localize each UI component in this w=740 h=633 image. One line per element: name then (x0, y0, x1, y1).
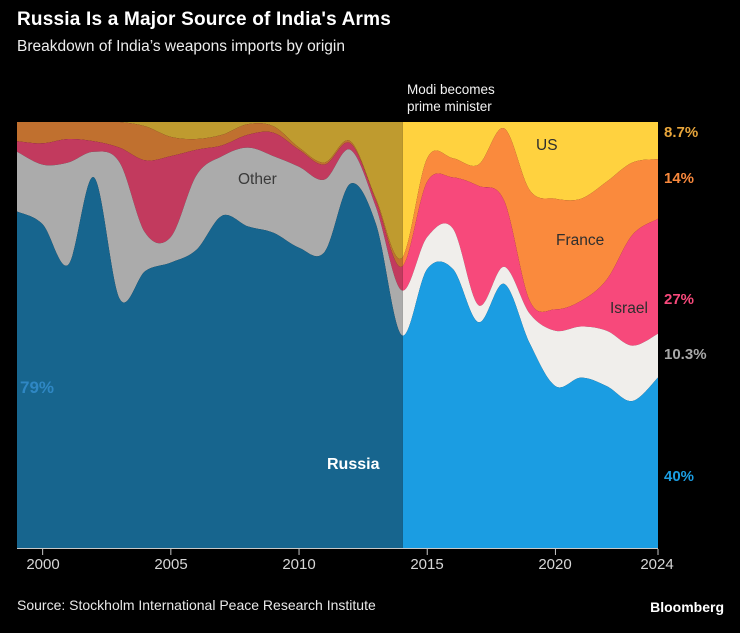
other-area-label: Other (238, 171, 277, 188)
chart-areas-dim (17, 122, 403, 548)
area-israel-bright (402, 173, 658, 346)
modi-annotation: Modi becomes prime minister (407, 82, 495, 115)
area-russia-bright (402, 261, 658, 548)
france-end-value-label: 14% (664, 170, 695, 187)
other-end-value-label: 10.3% (664, 346, 707, 363)
us-area-label: US (536, 137, 558, 154)
area-israel-dim (17, 131, 403, 291)
area-russia-dim (17, 177, 403, 548)
annotation-line1: Modi becomes (407, 82, 495, 97)
area-france-bright (402, 128, 658, 312)
chart-areas-bright (402, 122, 658, 548)
page-subtitle: Breakdown of India’s weapons imports by … (17, 38, 345, 55)
xtick-2015: 2015 (410, 556, 444, 573)
annotation-line2: prime minister (407, 98, 492, 114)
us-end-value-label: 8.7% (664, 124, 699, 141)
page-title: Russia Is a Major Source of India's Arms (17, 9, 391, 30)
source-credit: Source: Stockholm International Peace Re… (17, 597, 376, 613)
x-axis (17, 548, 659, 555)
israel-end-value-label: 27% (664, 291, 695, 308)
area-other-bright (402, 223, 658, 402)
area-us-dim (17, 122, 403, 259)
france-area-label: France (556, 232, 605, 249)
israel-area-label: Israel (610, 300, 648, 317)
xtick-2005: 2005 (154, 556, 188, 573)
xtick-2000: 2000 (26, 556, 60, 573)
area-us-bright (402, 122, 658, 257)
xtick-2010: 2010 (282, 556, 316, 573)
xtick-2020: 2020 (538, 556, 572, 573)
russia-area-label: Russia (327, 456, 380, 473)
russia-end-value-label: 40% (664, 468, 695, 485)
bloomberg-logo: Bloomberg (650, 599, 724, 615)
xtick-2024: 2024 (640, 556, 674, 573)
area-other-dim (17, 147, 403, 336)
area-france-dim (17, 122, 403, 267)
russia-start-value-label: 79% (20, 378, 55, 397)
